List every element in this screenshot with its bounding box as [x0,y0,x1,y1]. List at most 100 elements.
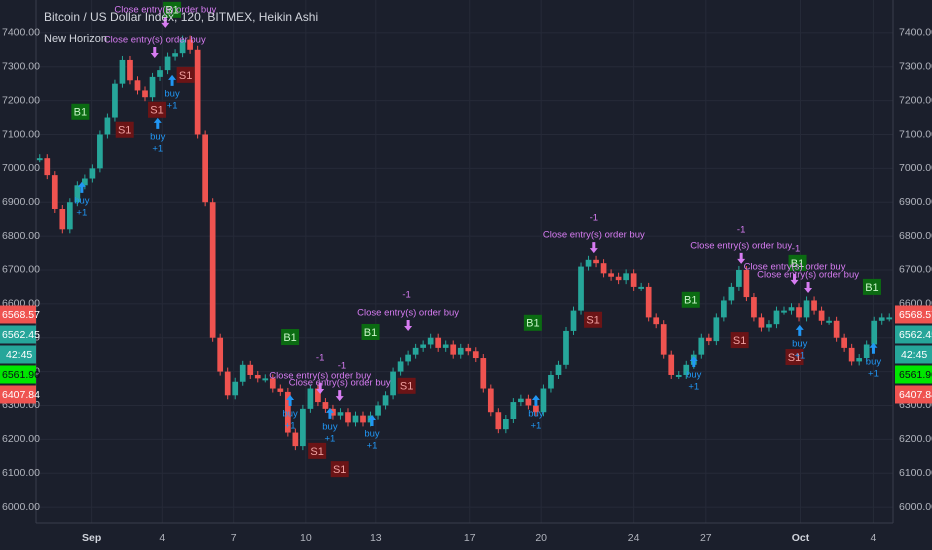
signal-label: B1 [364,327,377,339]
candle-body [533,405,539,413]
signal-label: B1 [684,295,697,307]
signal-label: S1 [788,352,801,364]
x-tick-label: 10 [300,532,312,544]
candle-body [179,39,186,54]
candle-body [563,330,569,365]
candle-body [698,337,705,355]
y-tick-label: 6100.00 [2,467,40,479]
candle-body [803,300,810,318]
price-tag-label: 6562.45 [899,329,932,341]
candle-body [736,269,742,287]
price-tag-label: 6562.45 [2,329,40,341]
candle-body [653,317,660,325]
candle-body [600,263,607,274]
candle-body [375,405,381,416]
candle-body [450,344,457,355]
candle-body [713,317,720,342]
candle-body [74,185,81,203]
candle-body [59,208,66,230]
candle-body [781,310,787,313]
x-tick-label: 4 [871,532,877,544]
signal-label: S1 [150,105,163,117]
candle-body [209,202,216,338]
exit-arrow [589,242,598,254]
candle-body [427,337,434,345]
candle-body [277,388,284,392]
candle-body [645,286,652,318]
candle-body [518,398,524,403]
candle-body [796,307,802,318]
order-arrow [795,324,804,336]
signal-box [163,1,182,18]
order-qty: +1 [530,420,541,431]
price-tag [895,385,932,404]
candle-body [502,419,509,430]
y-tick-label: 7400.00 [2,27,40,39]
signal-label: B1 [74,107,87,119]
exit-arrow [150,46,159,58]
candle-body [300,408,306,447]
y-tick-label: 6800.00 [899,230,932,242]
order-qty: +1 [76,207,87,218]
order-label: buy [74,195,90,206]
candle-body [164,56,171,71]
candle-body [871,320,878,345]
candle-body [623,273,629,281]
order-arrow [689,356,698,368]
price-tag [895,365,932,384]
candle-body [322,402,329,409]
signal-box [308,442,327,459]
order-label: buy [164,88,180,99]
candle-body [352,415,359,423]
candle-body [224,371,231,396]
signal-label: S1 [118,125,131,137]
y-tick-label: 7300.00 [2,61,40,73]
candle-body [435,337,442,348]
price-tag-label: 6561.90 [2,369,40,381]
y-tick-label: 6900.00 [899,196,932,208]
exit-arrow [316,382,325,394]
y-tick-label: 6800.00 [2,230,40,242]
order-qty: +1 [688,382,699,393]
price-tag [0,325,36,344]
price-tag [0,365,36,384]
candle-body [638,286,645,289]
candle-body [608,273,614,277]
candle-body [382,395,389,406]
y-tick-label: 6700.00 [899,264,932,276]
candle-body [510,402,517,420]
candle-body [360,415,366,423]
candle-body [555,364,562,375]
exit-label: Close entry(s) order buy [757,270,859,281]
price-tag-label: 6407.84 [899,389,932,401]
signal-box [788,254,807,271]
candle-body [826,320,832,323]
signal-label: S1 [310,446,323,458]
candle-body [315,388,321,403]
y-tick-label: 6700.00 [2,264,40,276]
x-tick-label: 13 [370,532,382,544]
countdown-box [895,345,932,364]
exit-label: Close entry(s) order buy [269,371,371,382]
candle-body [405,354,411,362]
candle-body [833,320,840,338]
exit-arrow [161,16,170,28]
candle-body [660,324,667,355]
order-arrow [168,74,177,86]
candle-body [134,80,141,91]
candle-body [262,378,269,381]
candle-body [472,351,479,359]
signal-label: B1 [526,318,539,330]
candle-body [863,344,870,359]
order-arrow [368,414,377,426]
signal-label: B1 [791,258,804,270]
order-arrow [153,117,162,129]
order-qty: +1 [794,350,805,361]
candle-body [420,344,427,348]
signal-label: S1 [179,70,192,82]
candle-body [585,259,592,267]
order-arrow [531,394,540,406]
signal-label: B1 [865,282,878,294]
